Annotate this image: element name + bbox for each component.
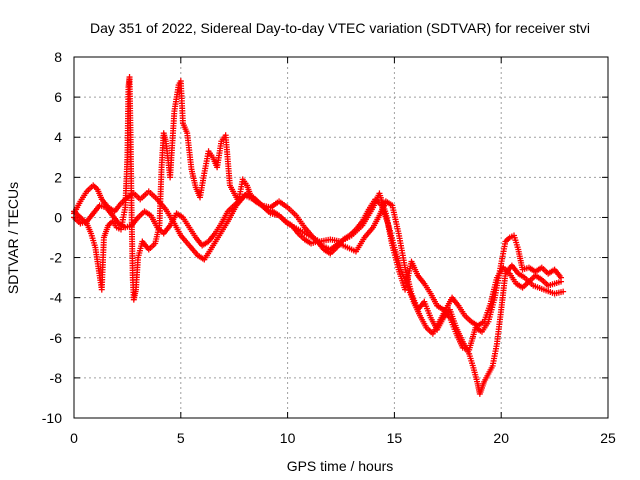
x-tick-label: 5 [177,430,185,446]
y-tick-label: -8 [50,370,63,386]
series-2 [71,74,565,353]
y-tick-label: 0 [54,209,62,225]
y-axis-label: SDTVAR / TECUs [5,182,21,294]
x-tick-label: 10 [280,430,296,446]
data-points [71,74,567,397]
series-3 [71,190,565,337]
y-tick-label: -2 [50,250,63,266]
data-point [560,288,567,295]
y-tick-label: 4 [54,129,62,145]
x-tick-label: 25 [600,430,616,446]
y-tick-label: -4 [50,290,63,306]
y-tick-label: 8 [54,49,62,65]
y-tick-label: -6 [50,330,63,346]
y-tick-label: -10 [42,410,62,426]
y-tick-label: 2 [54,169,62,185]
x-tick-label: 15 [387,430,403,446]
axis-ticks: 0 5 10 15 20 25 -10 -8 -6 -4 -2 0 2 4 6 8 [42,49,616,446]
x-tick-label: 0 [70,430,78,446]
chart-title: Day 351 of 2022, Sidereal Day-to-day VTE… [90,20,590,36]
x-tick-label: 20 [493,430,509,446]
grid-lines [74,57,608,418]
data-point [558,278,565,285]
x-axis-label: GPS time / hours [287,458,394,474]
y-tick-label: 6 [54,89,62,105]
plot-frame [73,56,609,419]
